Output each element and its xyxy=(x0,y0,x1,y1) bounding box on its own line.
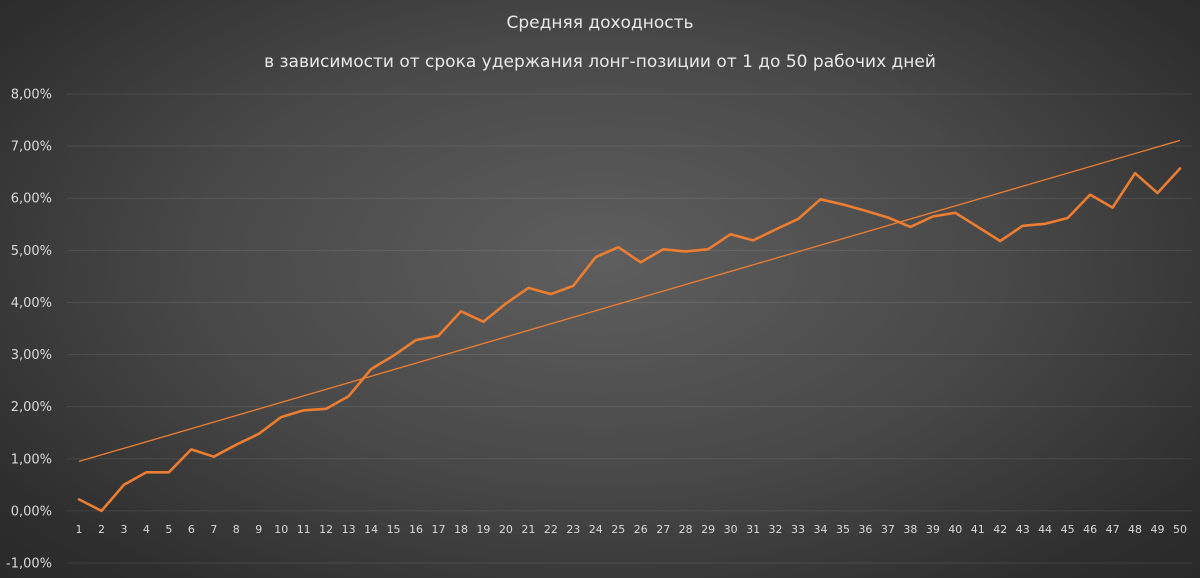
x-tick-label: 45 xyxy=(1061,523,1075,536)
x-tick-label: 8 xyxy=(233,523,240,536)
series-line xyxy=(77,167,1182,513)
x-tick-label: 14 xyxy=(364,523,378,536)
x-tick-label: 34 xyxy=(813,523,827,536)
x-tick-label: 27 xyxy=(656,523,670,536)
x-tick-label: 18 xyxy=(454,523,468,536)
y-tick-label: 5,00% xyxy=(11,244,52,259)
x-tick-label: 16 xyxy=(409,523,423,536)
x-tick-label: 25 xyxy=(611,523,625,536)
x-tick-label: 46 xyxy=(1083,523,1097,536)
x-tick-label: 19 xyxy=(476,523,490,536)
x-tick-label: 20 xyxy=(499,523,513,536)
y-tick-label: 0,00% xyxy=(11,504,52,519)
x-tick-label: 38 xyxy=(903,523,917,536)
chart-title: Средняя доходность xyxy=(506,13,694,33)
x-tick-label: 23 xyxy=(566,523,580,536)
x-tick-label: 1 xyxy=(76,523,83,536)
x-tick-label: 39 xyxy=(926,523,940,536)
y-tick-label: 6,00% xyxy=(11,192,52,207)
y-tick-label: 4,00% xyxy=(11,296,52,311)
x-tick-label: 47 xyxy=(1106,523,1120,536)
y-tick-label: -1,00% xyxy=(6,557,52,572)
y-tick-label: 3,00% xyxy=(11,348,52,363)
x-tick-label: 3 xyxy=(120,523,127,536)
x-tick-label: 13 xyxy=(342,523,356,536)
x-tick-label: 7 xyxy=(210,523,217,536)
y-tick-label: 8,00% xyxy=(11,88,52,103)
x-tick-label: 48 xyxy=(1128,523,1142,536)
series-layer xyxy=(77,139,1182,513)
x-tick-label: 28 xyxy=(679,523,693,536)
x-tick-label: 43 xyxy=(1016,523,1030,536)
x-tick-label: 41 xyxy=(971,523,985,536)
trendline xyxy=(78,139,1181,463)
x-tick-label: 12 xyxy=(319,523,333,536)
x-tick-label: 30 xyxy=(724,523,738,536)
x-tick-label: 42 xyxy=(993,523,1007,536)
x-tick-label: 4 xyxy=(143,523,150,536)
x-tick-label: 17 xyxy=(432,523,446,536)
x-tick-label: 29 xyxy=(701,523,715,536)
x-tick-label: 35 xyxy=(836,523,850,536)
x-tick-label: 44 xyxy=(1038,523,1052,536)
x-tick-label: 11 xyxy=(297,523,311,536)
x-tick-label: 10 xyxy=(274,523,288,536)
x-axis-tick-labels: 1 2 3 4 5 6 7 8 9 10 11 12 13 14 15 16 17 18 19 20 21 22 23 24 2… xyxy=(76,523,1188,536)
gridlines xyxy=(67,93,1192,564)
x-tick-label: 37 xyxy=(881,523,895,536)
y-tick-label: 1,00% xyxy=(11,452,52,467)
x-tick-label: 5 xyxy=(165,523,172,536)
x-tick-label: 9 xyxy=(255,523,262,536)
x-tick-label: 49 xyxy=(1151,523,1165,536)
x-tick-label: 22 xyxy=(544,523,558,536)
x-tick-label: 32 xyxy=(769,523,783,536)
y-tick-label: 2,00% xyxy=(11,400,52,415)
x-tick-label: 31 xyxy=(746,523,760,536)
x-tick-label: 6 xyxy=(188,523,195,536)
x-tick-label: 40 xyxy=(948,523,962,536)
x-tick-label: 21 xyxy=(521,523,535,536)
x-tick-label: 33 xyxy=(791,523,805,536)
x-tick-label: 2 xyxy=(98,523,105,536)
y-axis-tick-labels: 8,00% 7,00% 6,00% 5,00% 4,00% 3,00% 2,00% 1,00%… xyxy=(6,88,52,572)
x-tick-label: 26 xyxy=(634,523,648,536)
y-tick-label: 7,00% xyxy=(11,140,52,155)
x-tick-label: 50 xyxy=(1173,523,1187,536)
x-tick-label: 24 xyxy=(589,523,603,536)
chart-subtitle: в зависимости от срока удержания лонг-по… xyxy=(264,52,936,72)
x-tick-label: 15 xyxy=(387,523,401,536)
x-tick-label: 36 xyxy=(858,523,872,536)
